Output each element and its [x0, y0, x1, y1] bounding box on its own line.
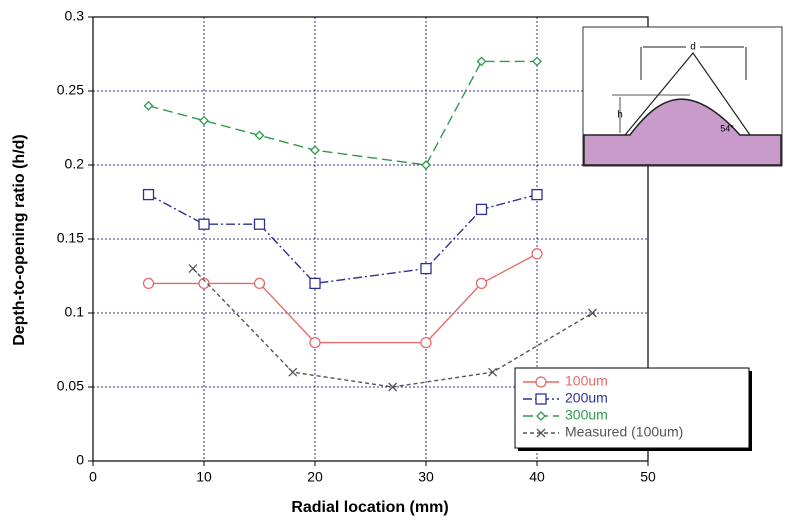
marker — [536, 428, 546, 438]
plot-frame — [92, 16, 649, 462]
y-tick-label: 0.1 — [65, 304, 85, 320]
marker — [488, 367, 498, 377]
y-axis-title: Depth-to-opening ratio (h/d) — [11, 134, 28, 346]
marker — [310, 145, 320, 156]
inset-diagram: d h 54° — [582, 26, 783, 167]
inset-label: 54° — [720, 123, 734, 133]
series-line — [148, 253, 538, 344]
marker — [309, 336, 321, 349]
legend-label: 200um — [565, 390, 608, 406]
y-tick-label: 0 — [76, 452, 84, 468]
inset-label: d — [690, 42, 696, 53]
marker — [476, 56, 487, 67]
y-tick-label: 0.2 — [65, 156, 85, 172]
marker — [254, 130, 265, 141]
legend-label: Measured (100um) — [565, 424, 683, 440]
inset-cone — [624, 52, 751, 136]
y-tick-label: 0.15 — [57, 230, 84, 246]
legend-label: 300um — [565, 407, 608, 423]
marker — [143, 100, 154, 111]
marker — [142, 277, 155, 290]
marker — [388, 382, 398, 392]
y-tick-label: 0.05 — [57, 378, 84, 394]
marker — [142, 188, 155, 201]
marker — [531, 248, 543, 260]
marker — [309, 277, 321, 290]
marker — [535, 376, 547, 388]
series-line — [148, 60, 537, 166]
marker — [588, 308, 597, 318]
x-tick-label: 30 — [418, 469, 434, 485]
inset-bump — [583, 98, 782, 166]
marker — [536, 411, 546, 421]
marker — [420, 336, 432, 349]
marker — [531, 188, 543, 201]
x-tick-label: 0 — [89, 469, 97, 485]
marker — [475, 203, 488, 216]
marker — [198, 218, 210, 230]
x-tick-label: 40 — [529, 469, 545, 485]
x-tick-label: 10 — [196, 469, 212, 485]
x-tick-label: 50 — [640, 469, 656, 485]
marker — [199, 115, 209, 126]
y-tick-label: 0.3 — [65, 8, 85, 24]
marker — [188, 264, 198, 274]
x-axis-title: Radial location (mm) — [291, 499, 448, 516]
y-tick-label: 0.25 — [57, 82, 84, 98]
marker — [288, 367, 298, 377]
marker — [421, 160, 431, 170]
marker — [535, 393, 547, 405]
inset-label: h — [617, 110, 623, 121]
legend-label: 100um — [565, 373, 608, 389]
marker — [253, 218, 266, 230]
marker — [198, 277, 210, 290]
marker — [532, 56, 542, 67]
marker — [253, 277, 266, 290]
x-tick-label: 20 — [307, 469, 323, 485]
marker — [475, 277, 488, 290]
marker — [420, 262, 432, 275]
